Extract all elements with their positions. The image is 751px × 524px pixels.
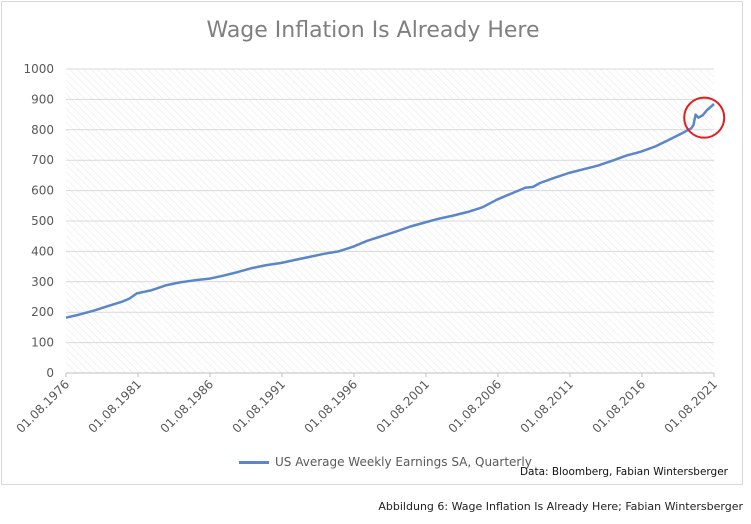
x-tick-label: 01.08.1986 bbox=[158, 377, 216, 435]
y-tick-label: 500 bbox=[31, 214, 54, 228]
chart-frame: 0 100 200 300 400 500 600 700 800 900 1000 01.08.1… bbox=[1, 1, 743, 485]
y-tick-label: 200 bbox=[31, 305, 54, 319]
y-tick-label: 900 bbox=[31, 92, 54, 106]
source-note: Data: Bloomberg, Fabian Wintersberger bbox=[519, 466, 728, 478]
legend-line-swatch bbox=[239, 460, 269, 464]
y-tick-label: 700 bbox=[31, 153, 54, 167]
series-line bbox=[65, 103, 715, 319]
y-tick-label: 300 bbox=[31, 275, 54, 289]
series-group bbox=[65, 103, 715, 319]
x-tick-label: 01.08.2021 bbox=[662, 377, 720, 435]
y-tick-label: 400 bbox=[31, 244, 54, 258]
x-tick-label: 01.08.2006 bbox=[446, 377, 504, 435]
x-tick-label: 01.08.2011 bbox=[518, 377, 576, 435]
y-axis: 0 100 200 300 400 500 600 700 800 900 1000 bbox=[23, 62, 54, 380]
y-tick-label: 1000 bbox=[23, 62, 54, 76]
figure-caption: Abbildung 6: Wage Inflation Is Already H… bbox=[378, 500, 743, 513]
x-tick-label: 01.08.1996 bbox=[302, 377, 360, 435]
y-tick-label: 100 bbox=[31, 336, 54, 350]
line-chart: 0 100 200 300 400 500 600 700 800 900 1000 01.08.1… bbox=[14, 62, 726, 436]
x-tick-label: 01.08.1991 bbox=[230, 377, 288, 435]
y-tick-label: 0 bbox=[46, 366, 54, 380]
x-axis: 01.08.1976 01.08.1981 01.08.1986 01.08.1991… bbox=[14, 372, 720, 436]
annotations bbox=[683, 96, 726, 139]
x-tick-label: 01.08.1976 bbox=[14, 377, 72, 435]
legend: US Average Weekly Earnings SA, Quarterly bbox=[239, 455, 532, 469]
chart-title: Wage Inflation Is Already Here bbox=[206, 18, 540, 43]
x-tick-label: 01.08.2016 bbox=[590, 377, 648, 435]
gridlines bbox=[66, 68, 714, 374]
y-tick-label: 600 bbox=[31, 184, 54, 198]
legend-label: US Average Weekly Earnings SA, Quarterly bbox=[275, 455, 532, 469]
y-tick-label: 800 bbox=[31, 123, 54, 137]
x-tick-label: 01.08.1981 bbox=[86, 377, 144, 435]
x-tick-label: 01.08.2001 bbox=[374, 377, 432, 435]
highlight-circle bbox=[683, 96, 726, 139]
